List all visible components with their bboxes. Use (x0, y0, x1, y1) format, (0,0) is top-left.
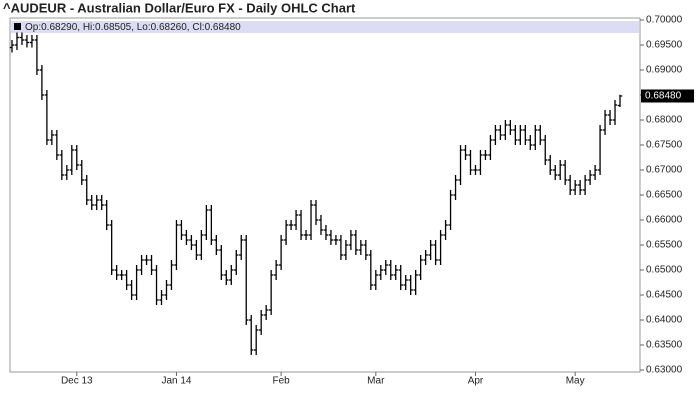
y-tick-label: 0.63500 (646, 340, 683, 351)
y-tick-label: 0.70000 (646, 15, 683, 26)
y-tick-label: 0.68000 (646, 115, 683, 126)
x-tick-label: Dec 13 (61, 376, 93, 387)
x-tick-label: Mar (367, 376, 385, 387)
y-tick-label: 0.66500 (646, 190, 683, 201)
last-price-label: 0.68480 (645, 91, 682, 102)
chart-title: ^AUDEUR - Australian Dollar/Euro FX - Da… (3, 0, 356, 15)
y-tick-label: 0.64500 (646, 290, 683, 301)
y-tick-label: 0.65000 (646, 265, 683, 276)
x-tick-label: Apr (468, 376, 484, 387)
last-price-tag (641, 89, 694, 103)
y-tick-label: 0.69000 (646, 65, 683, 76)
x-tick-label: May (566, 376, 585, 387)
header-marker (14, 23, 21, 30)
y-tick-label: 0.67000 (646, 165, 683, 176)
y-tick-label: 0.66000 (646, 215, 683, 226)
ohlc-header: Op:0.68290, Hi:0.68505, Lo:0.68260, Cl:0… (25, 22, 241, 33)
y-tick-label: 0.67500 (646, 140, 683, 151)
x-tick-label: Jan 14 (161, 376, 191, 387)
y-tick-label: 0.65500 (646, 240, 683, 251)
x-tick-label: Feb (272, 376, 290, 387)
y-tick-label: 0.63000 (646, 365, 683, 376)
y-tick-label: 0.69500 (646, 40, 683, 51)
ohlc-header-band (11, 21, 639, 33)
y-tick-label: 0.64000 (646, 315, 683, 326)
